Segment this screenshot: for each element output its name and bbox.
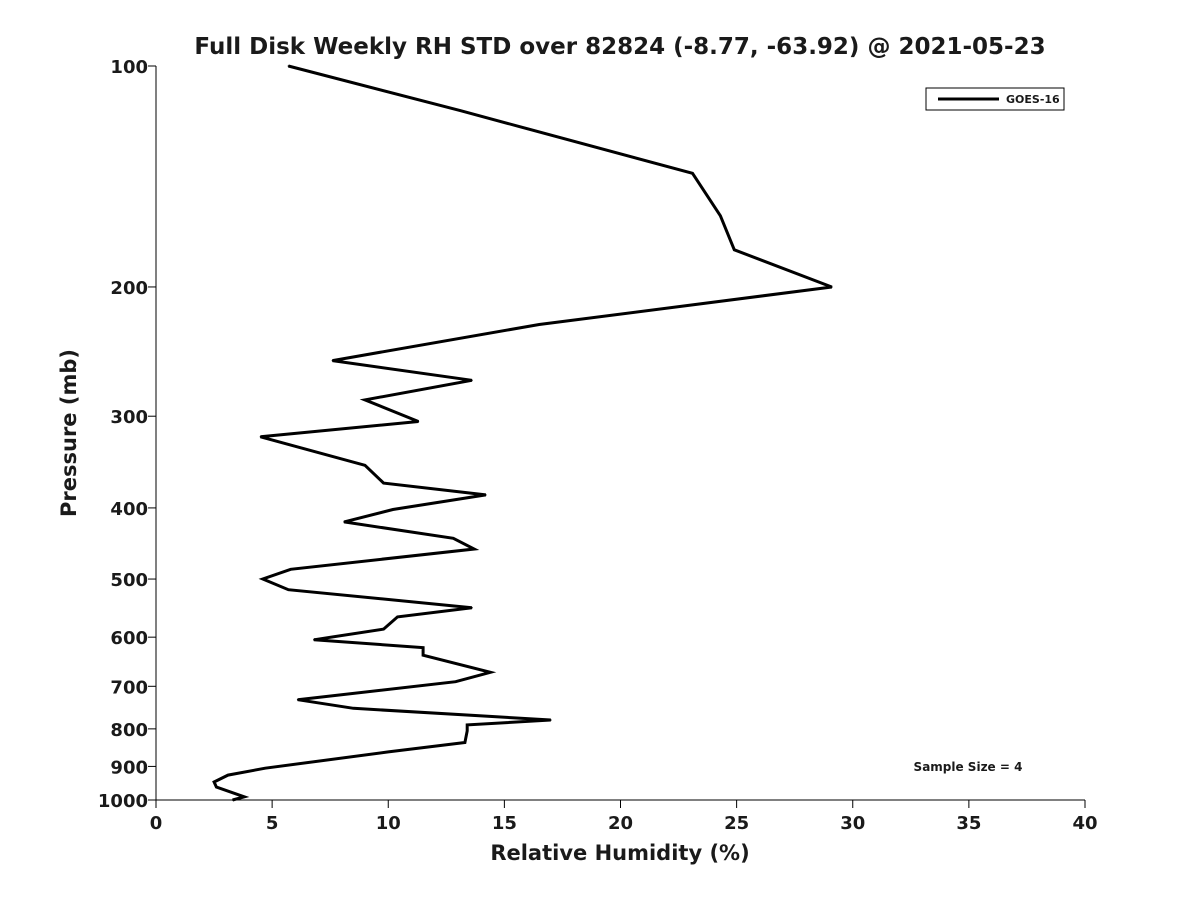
data-point bbox=[313, 639, 315, 641]
y-tick-label: 600 bbox=[110, 628, 148, 649]
data-point bbox=[417, 420, 420, 423]
data-point bbox=[259, 436, 262, 438]
x-tick-label: 10 bbox=[376, 813, 401, 834]
x-tick-label: 20 bbox=[608, 813, 633, 834]
data-point bbox=[471, 606, 473, 609]
y-axis-label: Pressure (mb) bbox=[57, 349, 81, 517]
data-point bbox=[489, 671, 492, 674]
y-tick-label: 700 bbox=[110, 677, 148, 698]
data-point bbox=[364, 464, 366, 467]
x-tick-label: 35 bbox=[956, 813, 981, 834]
data-point bbox=[459, 109, 462, 112]
y-tick-label: 800 bbox=[110, 720, 148, 741]
y-tick-label: 1000 bbox=[98, 791, 148, 812]
data-point bbox=[392, 508, 394, 511]
data-point bbox=[538, 323, 540, 326]
data-point bbox=[264, 767, 267, 769]
data-point bbox=[473, 548, 476, 550]
data-point bbox=[364, 399, 366, 401]
data-point bbox=[296, 698, 299, 701]
sample-size-annotation: Sample Size = 4 bbox=[914, 760, 1023, 774]
data-point bbox=[352, 707, 355, 710]
x-tick-label: 5 bbox=[266, 813, 279, 834]
data-point bbox=[422, 654, 424, 656]
data-point bbox=[243, 796, 246, 798]
data-point bbox=[691, 172, 694, 175]
data-point bbox=[382, 482, 385, 484]
data-point bbox=[289, 568, 292, 571]
data-point bbox=[422, 646, 424, 649]
data-point bbox=[471, 379, 473, 382]
y-tick-label: 100 bbox=[110, 57, 148, 78]
data-point bbox=[287, 588, 290, 591]
data-point bbox=[454, 680, 457, 683]
y-tick-label: 500 bbox=[110, 570, 148, 591]
data-point bbox=[382, 628, 385, 630]
x-tick-label: 15 bbox=[492, 813, 517, 834]
data-point bbox=[215, 786, 218, 788]
x-axis-ticks: 0 5 10 15 20 25 30 35 40 bbox=[150, 800, 1098, 834]
y-tick-label: 900 bbox=[110, 757, 148, 778]
series-layer bbox=[212, 64, 833, 802]
x-tick-label: 30 bbox=[840, 813, 865, 834]
data-point bbox=[831, 286, 833, 288]
x-axis-label: Relative Humidity (%) bbox=[490, 841, 749, 865]
data-point bbox=[452, 537, 455, 540]
data-point bbox=[466, 724, 469, 726]
data-point bbox=[733, 249, 736, 251]
data-point bbox=[396, 616, 399, 618]
y-axis-ticks: 100 200 300 400 500 600 700 800 900 1000 bbox=[98, 57, 156, 812]
data-point bbox=[387, 751, 390, 753]
data-point bbox=[331, 359, 334, 362]
x-tick-label: 0 bbox=[150, 813, 163, 834]
y-tick-label: 200 bbox=[110, 278, 148, 299]
data-point bbox=[262, 578, 264, 580]
data-point bbox=[227, 774, 229, 776]
data-point bbox=[485, 494, 487, 496]
data-point bbox=[343, 521, 345, 523]
legend-label-goes-16: GOES-16 bbox=[1006, 93, 1060, 106]
data-point bbox=[287, 65, 290, 67]
data-point bbox=[213, 781, 215, 783]
data-point bbox=[550, 719, 552, 721]
x-tick-label: 25 bbox=[724, 813, 749, 834]
y-tick-label: 300 bbox=[110, 407, 148, 428]
data-point bbox=[231, 799, 234, 801]
x-tick-label: 40 bbox=[1072, 813, 1097, 834]
data-point bbox=[464, 741, 466, 744]
y-tick-label: 400 bbox=[110, 499, 148, 520]
data-point bbox=[466, 730, 469, 732]
chart-title: Full Disk Weekly RH STD over 82824 (-8.7… bbox=[194, 34, 1045, 60]
data-point bbox=[719, 215, 722, 217]
legend: GOES-16 bbox=[925, 87, 1065, 111]
